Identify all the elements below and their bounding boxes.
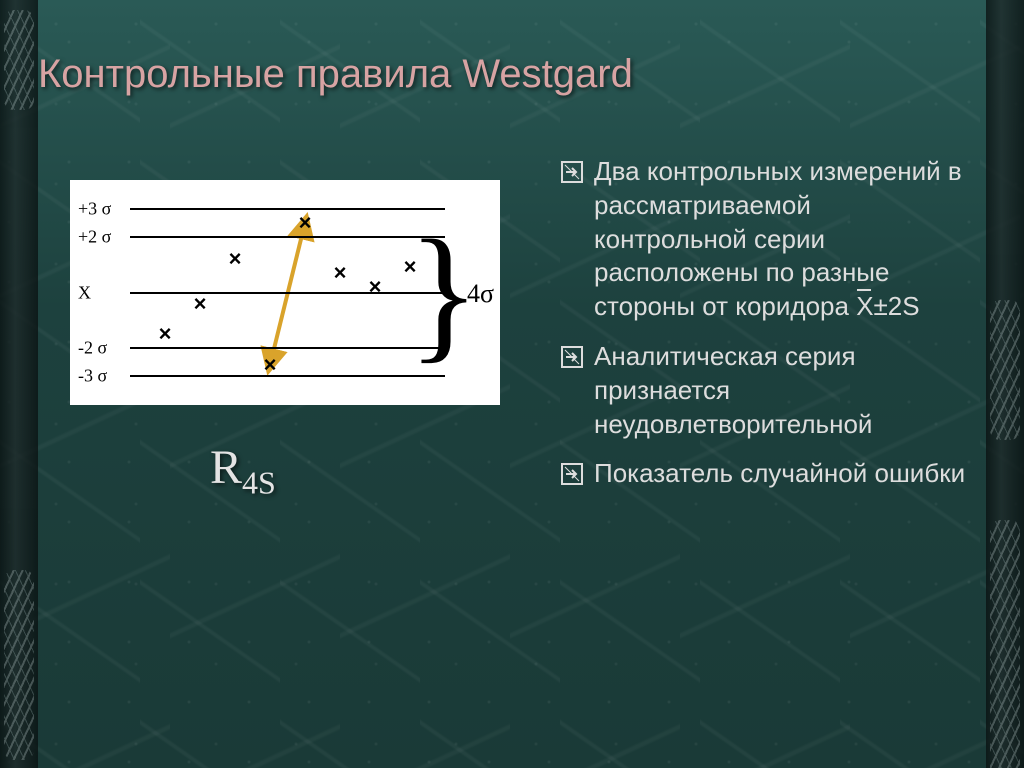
brace-label: 4σ bbox=[467, 279, 494, 309]
sigma-label: +2 σ bbox=[78, 226, 111, 247]
sigma-line bbox=[130, 292, 445, 294]
rule-label: R4S bbox=[210, 440, 276, 502]
bullet-item: Аналитическая серия признается неудовлет… bbox=[560, 340, 969, 441]
data-point: × bbox=[159, 323, 172, 345]
data-point: × bbox=[299, 212, 312, 234]
slide-title: Контрольные правила Westgard bbox=[38, 52, 633, 97]
sigma-label: +3 σ bbox=[78, 198, 111, 219]
sigma-line bbox=[130, 347, 445, 349]
data-point: × bbox=[229, 248, 242, 270]
bullet-item: Два контрольных измерений в рассматривае… bbox=[560, 155, 969, 324]
sigma-label: X bbox=[78, 282, 91, 303]
control-chart: ×××××××× +3 σ+2 σX-2 σ-3 σ}4σ bbox=[70, 180, 500, 405]
decorative-edge-left bbox=[0, 0, 38, 768]
bullet-arrow-icon bbox=[560, 159, 584, 183]
data-point: × bbox=[194, 293, 207, 315]
sigma-line bbox=[130, 236, 445, 238]
sigma-label: -3 σ bbox=[78, 366, 107, 387]
x-bar-symbol: X bbox=[856, 290, 873, 324]
bullet-list: Два контрольных измерений в рассматривае… bbox=[560, 155, 969, 507]
bullet-tail: ±2S bbox=[874, 291, 920, 321]
sigma-label: -2 σ bbox=[78, 338, 107, 359]
sigma-line bbox=[130, 208, 445, 210]
rule-label-main: R bbox=[210, 441, 242, 494]
bullet-item: Показатель случайной ошибки bbox=[560, 457, 969, 491]
sigma-line bbox=[130, 375, 445, 377]
data-point: × bbox=[334, 262, 347, 284]
slide-background: Контрольные правила Westgard ×××××××× +3… bbox=[0, 0, 1024, 768]
data-point: × bbox=[369, 276, 382, 298]
data-point: × bbox=[264, 354, 277, 376]
rule-label-sub: 4S bbox=[242, 465, 276, 501]
bullet-arrow-icon bbox=[560, 344, 584, 368]
bullet-text: Аналитическая серия признается неудовлет… bbox=[594, 341, 872, 439]
chart-plot-area: ×××××××× bbox=[130, 195, 445, 390]
decorative-edge-right bbox=[986, 0, 1024, 768]
bullet-arrow-icon bbox=[560, 461, 584, 485]
bullet-text: Показатель случайной ошибки bbox=[594, 458, 965, 488]
